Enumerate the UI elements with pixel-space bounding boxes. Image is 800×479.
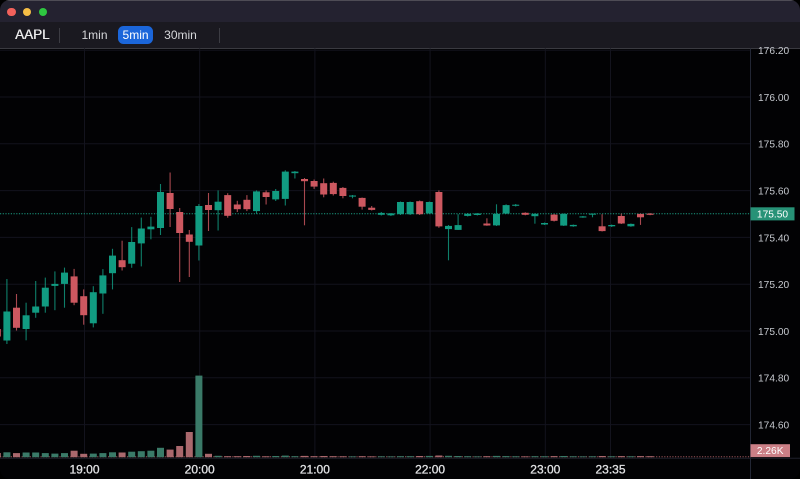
svg-text:175.60: 175.60 xyxy=(758,187,789,198)
svg-text:22:00: 22:00 xyxy=(415,463,445,477)
svg-text:21:00: 21:00 xyxy=(300,463,330,477)
svg-text:175.50: 175.50 xyxy=(757,209,788,220)
svg-text:23:00: 23:00 xyxy=(530,463,560,477)
svg-text:19:00: 19:00 xyxy=(69,463,99,477)
svg-text:175.20: 175.20 xyxy=(758,280,789,291)
svg-text:174.60: 174.60 xyxy=(758,421,789,432)
svg-text:175.80: 175.80 xyxy=(758,140,789,151)
svg-text:175.40: 175.40 xyxy=(758,233,789,244)
svg-text:23:35: 23:35 xyxy=(595,463,625,477)
svg-text:2.26K: 2.26K xyxy=(757,446,784,457)
svg-text:176.20: 176.20 xyxy=(758,46,789,57)
svg-text:174.80: 174.80 xyxy=(758,374,789,385)
svg-text:20:00: 20:00 xyxy=(185,463,215,477)
svg-text:176.00: 176.00 xyxy=(758,93,789,104)
svg-text:175.00: 175.00 xyxy=(758,327,789,338)
